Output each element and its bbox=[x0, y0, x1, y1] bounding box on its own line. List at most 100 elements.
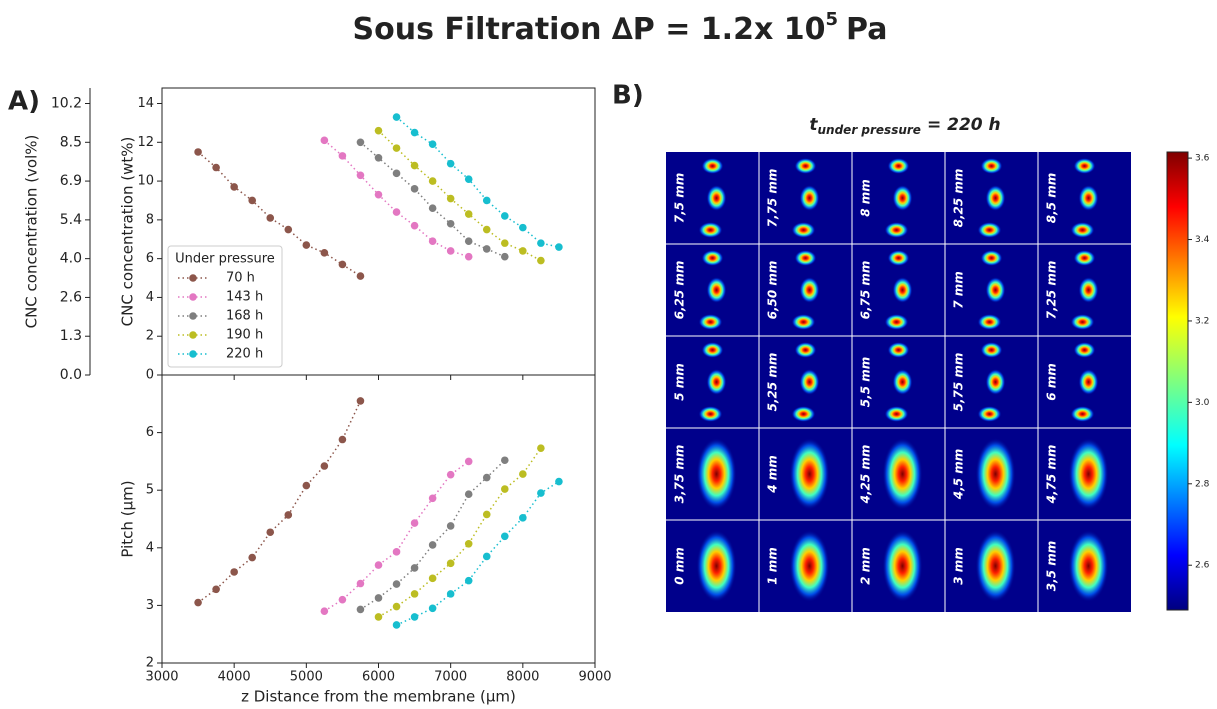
data-point bbox=[482, 473, 491, 482]
pattern-spot bbox=[1070, 314, 1095, 330]
data-point bbox=[446, 194, 455, 203]
distance-label: 5,5 mm bbox=[859, 357, 873, 407]
x-tick-label: 9000 bbox=[578, 670, 611, 685]
y2-tick-label: 1.3 bbox=[60, 328, 82, 344]
distance-label: 0 mm bbox=[673, 547, 687, 585]
data-point bbox=[500, 532, 509, 541]
data-point bbox=[537, 444, 545, 452]
data-point bbox=[428, 140, 437, 149]
data-point bbox=[482, 552, 491, 561]
data-point bbox=[446, 559, 455, 568]
pattern-spot bbox=[1073, 250, 1096, 266]
data-point bbox=[428, 204, 437, 213]
pattern-spot bbox=[1078, 369, 1099, 395]
data-point bbox=[428, 237, 437, 245]
data-point bbox=[555, 243, 563, 251]
distance-label: 8 mm bbox=[859, 179, 873, 217]
distance-label: 1 mm bbox=[766, 547, 780, 585]
pattern-spot bbox=[985, 369, 1006, 395]
pattern-spot bbox=[698, 222, 723, 238]
pattern-spot bbox=[794, 250, 817, 266]
colorbar-tick-label: 3.4 bbox=[1195, 235, 1210, 245]
colorbar-tick-label: 3.2 bbox=[1195, 316, 1209, 326]
distance-label: 6,50 mm bbox=[766, 261, 780, 320]
data-point bbox=[428, 541, 437, 549]
data-point bbox=[212, 163, 220, 172]
data-point bbox=[519, 514, 527, 522]
pattern-spot bbox=[892, 369, 913, 395]
pattern-spot bbox=[1073, 342, 1096, 358]
pattern-spot bbox=[975, 530, 1016, 602]
data-point bbox=[500, 456, 509, 465]
series-line bbox=[396, 116, 560, 248]
data-point bbox=[410, 613, 419, 621]
pattern-spot bbox=[1068, 438, 1109, 510]
data-point bbox=[519, 470, 527, 478]
data-point bbox=[410, 185, 419, 193]
x-tick-label: 8000 bbox=[506, 670, 539, 685]
data-point bbox=[482, 245, 491, 253]
data-point bbox=[338, 260, 347, 269]
data-point bbox=[410, 128, 419, 137]
legend-label: 143 h bbox=[226, 290, 263, 305]
data-point bbox=[374, 154, 383, 162]
colorbar-tick-label: 2.8 bbox=[1195, 479, 1210, 489]
pattern-spot bbox=[882, 530, 923, 602]
data-point bbox=[320, 249, 329, 257]
data-point bbox=[519, 247, 527, 255]
data-point bbox=[320, 136, 329, 145]
pattern-spot bbox=[892, 277, 913, 303]
y-tick-label: 4 bbox=[146, 540, 154, 555]
distance-label: 2 mm bbox=[859, 547, 873, 585]
distance-label: 4,25 mm bbox=[859, 445, 873, 505]
data-point bbox=[338, 435, 347, 444]
x-tick-label: 6000 bbox=[362, 670, 395, 685]
y-tick-label: 10 bbox=[137, 174, 154, 189]
y2-tick-label: 4.0 bbox=[60, 251, 82, 267]
title-suffix: Pa bbox=[846, 12, 887, 47]
pattern-spot bbox=[791, 314, 816, 330]
data-point bbox=[464, 175, 473, 183]
series-line bbox=[359, 141, 506, 258]
pattern-spot bbox=[887, 342, 910, 358]
distance-label: 7,5 mm bbox=[673, 173, 687, 223]
data-point bbox=[338, 595, 347, 604]
panel-label: A) bbox=[8, 87, 40, 117]
pattern-spot bbox=[977, 222, 1002, 238]
figure-title: Sous Filtration ∆P = 1.2x 105 Pa bbox=[353, 9, 888, 47]
y-tick-label: 5 bbox=[146, 483, 154, 498]
series-line bbox=[377, 130, 542, 262]
data-point bbox=[482, 196, 491, 205]
data-point bbox=[500, 252, 509, 261]
title-text: Sous Filtration ∆P = 1.2x 10 bbox=[353, 12, 826, 47]
data-point bbox=[302, 241, 311, 249]
colorbar-tick-label: 3.0 bbox=[1195, 398, 1210, 408]
y-tick-label: 0 bbox=[146, 368, 154, 383]
legend-marker bbox=[189, 312, 197, 320]
pattern-spot bbox=[696, 438, 737, 510]
data-point bbox=[194, 598, 202, 607]
data-point bbox=[356, 397, 365, 405]
legend-marker bbox=[189, 274, 197, 282]
y-tick-label: 3 bbox=[146, 598, 154, 613]
pattern-spot bbox=[882, 438, 923, 510]
x-tick-label: 4000 bbox=[218, 670, 251, 685]
pattern-spot bbox=[701, 250, 724, 266]
y-tick-label: 6 bbox=[146, 251, 154, 266]
data-point bbox=[464, 457, 473, 466]
data-point bbox=[356, 138, 365, 147]
y-axis-label: CNC concentration (wt%) bbox=[119, 137, 137, 327]
pattern-spot bbox=[887, 250, 910, 266]
legend-box bbox=[167, 245, 283, 368]
pattern-spot bbox=[696, 530, 737, 602]
distance-label: 3,75 mm bbox=[673, 445, 687, 504]
pattern-spot bbox=[794, 342, 817, 358]
distance-label: 4 mm bbox=[766, 455, 780, 494]
colorbar bbox=[1166, 151, 1189, 611]
data-point bbox=[446, 470, 455, 479]
data-point bbox=[194, 148, 202, 156]
distance-label: 4,5 mm bbox=[952, 449, 966, 500]
x-tick-label: 3000 bbox=[145, 670, 178, 685]
data-point bbox=[392, 602, 401, 611]
y-tick-label: 2 bbox=[146, 329, 154, 344]
